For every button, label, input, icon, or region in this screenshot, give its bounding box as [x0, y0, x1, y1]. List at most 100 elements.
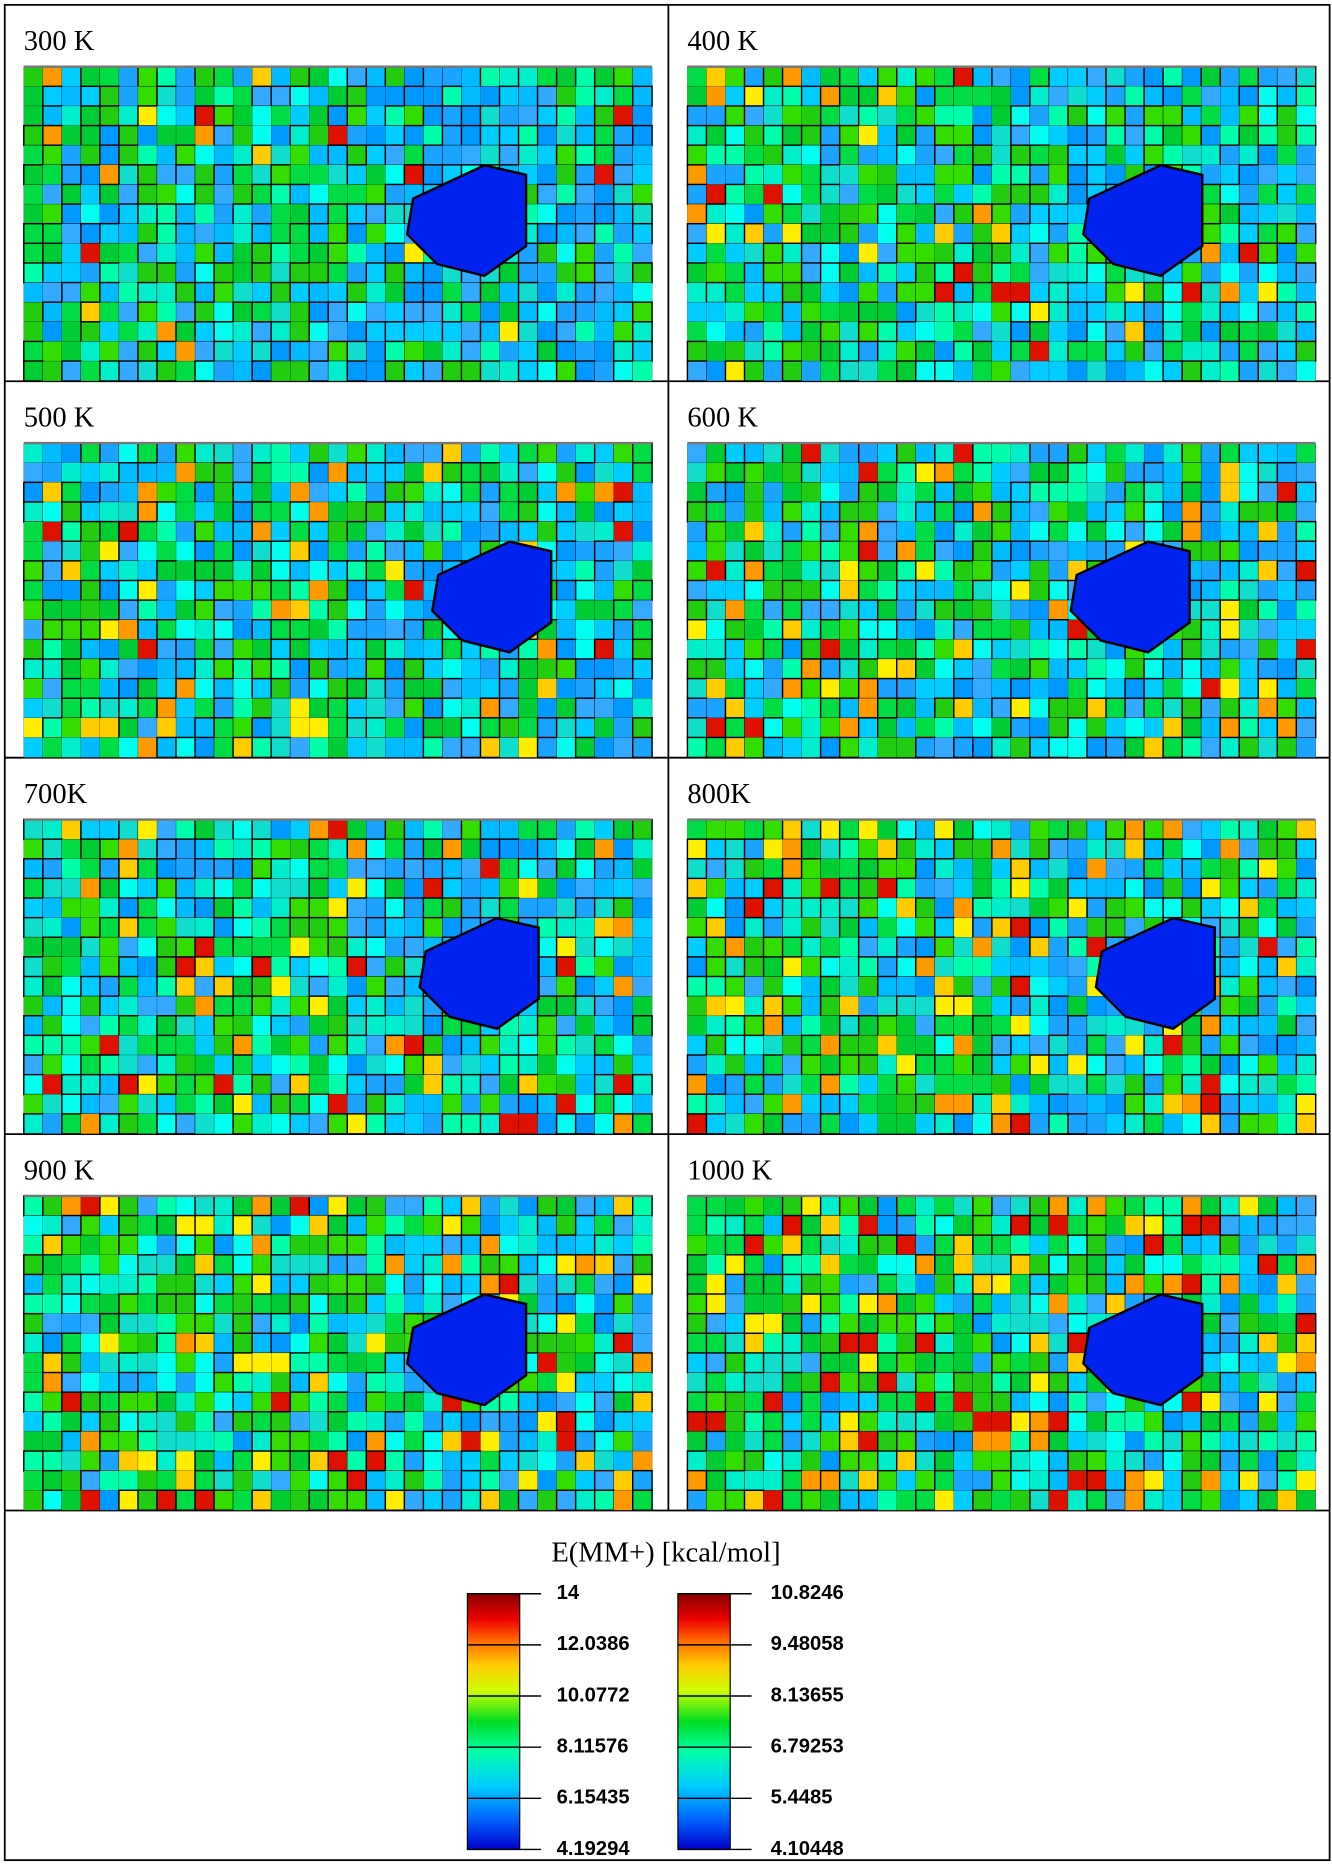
grain-cell	[991, 916, 1012, 939]
grain-cell	[517, 1489, 539, 1511]
grain-cell	[61, 1430, 82, 1453]
grain-cell	[289, 1293, 311, 1315]
grain-cell	[1086, 736, 1108, 759]
grain-cell	[251, 838, 273, 860]
grain-cell	[896, 1411, 917, 1433]
grain-cell	[384, 1489, 406, 1511]
grain-cell	[1010, 1054, 1031, 1076]
grain-cell	[1048, 1015, 1069, 1036]
grain-cell	[99, 975, 120, 998]
grain-cell	[309, 560, 329, 581]
grain-cell	[1143, 1034, 1165, 1057]
grain-cell	[232, 1293, 253, 1315]
grain-cell	[574, 242, 596, 265]
grain-cell	[289, 501, 311, 523]
grain-cell	[858, 1274, 879, 1295]
grain-cell	[99, 995, 120, 1017]
grain-cell	[80, 599, 101, 621]
grain-cell	[271, 360, 291, 382]
grain-cell	[858, 282, 879, 303]
grain-cell	[517, 481, 539, 504]
grain-cell	[858, 184, 879, 205]
grain-cell	[1010, 975, 1031, 998]
grain-cell	[1067, 1254, 1089, 1276]
grain-cell	[271, 1490, 291, 1511]
grain-cell	[1277, 937, 1297, 958]
grain-cell	[251, 1273, 273, 1296]
grain-cell	[1163, 1094, 1183, 1115]
grain-cell	[1163, 639, 1183, 660]
grain-cell	[194, 560, 216, 582]
grain-cell	[137, 86, 158, 107]
grain-cell	[61, 839, 82, 860]
grain-cell	[1143, 520, 1165, 543]
grain-cell	[384, 877, 406, 900]
grain-cell	[1067, 1094, 1088, 1115]
grain-cell	[517, 858, 539, 880]
grain-cell	[118, 442, 139, 464]
grain-cell	[194, 183, 216, 206]
grain-cell	[953, 1254, 974, 1275]
grain-cell	[1295, 520, 1317, 543]
grain-cell	[1124, 66, 1145, 87]
grain-cell	[213, 1234, 235, 1256]
grain-cell	[80, 222, 101, 245]
grain-cell	[800, 262, 822, 284]
grain-cell	[972, 1214, 993, 1237]
grain-cell	[175, 1411, 196, 1432]
grain-cell	[632, 1215, 653, 1236]
grain-cell	[1258, 1113, 1278, 1134]
grain-cell	[1238, 1054, 1260, 1076]
grain-cell	[194, 1372, 215, 1393]
grain-cell	[1086, 1094, 1107, 1115]
grain-cell	[556, 1074, 577, 1095]
grain-cell	[23, 222, 44, 245]
grain-cell	[328, 717, 348, 738]
grain-cell	[290, 145, 310, 166]
grain-cell	[175, 1094, 196, 1115]
grain-cell	[423, 462, 443, 483]
grain-cell	[42, 482, 63, 503]
grain-cell	[346, 1195, 368, 1217]
grain-cell	[461, 1054, 481, 1076]
grain-cell	[137, 1073, 159, 1096]
grain-cell	[1143, 144, 1165, 166]
grain-cell	[574, 222, 596, 245]
grain-cell	[442, 1254, 462, 1275]
grain-cell	[1067, 541, 1088, 562]
grain-cell	[838, 658, 860, 680]
grain-cell	[499, 1094, 520, 1115]
grain-cell	[213, 242, 235, 265]
grain-cell	[896, 1254, 917, 1275]
grain-cell	[1200, 619, 1222, 641]
grain-cell	[876, 85, 898, 108]
grain-cell	[1067, 1234, 1089, 1256]
grain-cell	[309, 1333, 329, 1354]
grain-cell	[309, 1254, 329, 1275]
grain-cell	[972, 1372, 993, 1393]
grain-cell	[801, 917, 822, 938]
grain-cell	[175, 184, 196, 205]
grain-cell	[801, 698, 822, 719]
grain-cell	[1277, 580, 1297, 601]
grain-cell	[1010, 717, 1031, 739]
grain-cell	[80, 1273, 101, 1296]
grain-cell	[1201, 203, 1221, 225]
grain-cell	[1219, 1054, 1241, 1076]
grain-cell	[423, 442, 443, 464]
grain-cell	[61, 878, 82, 899]
dark-grain	[405, 164, 528, 278]
grain-cell	[1029, 521, 1050, 542]
grain-cell	[819, 1073, 841, 1096]
grain-cell	[706, 878, 726, 899]
grain-cell	[232, 1391, 254, 1413]
grain-cell	[575, 678, 596, 699]
grain-cell	[801, 956, 822, 977]
grain-cell	[1295, 1332, 1317, 1354]
grain-cell	[574, 183, 596, 206]
grain-cell	[574, 281, 596, 304]
grain-cell	[80, 818, 101, 841]
grain-cell	[385, 302, 405, 323]
grain-cell	[517, 1254, 539, 1276]
grain-cell	[1010, 203, 1031, 225]
